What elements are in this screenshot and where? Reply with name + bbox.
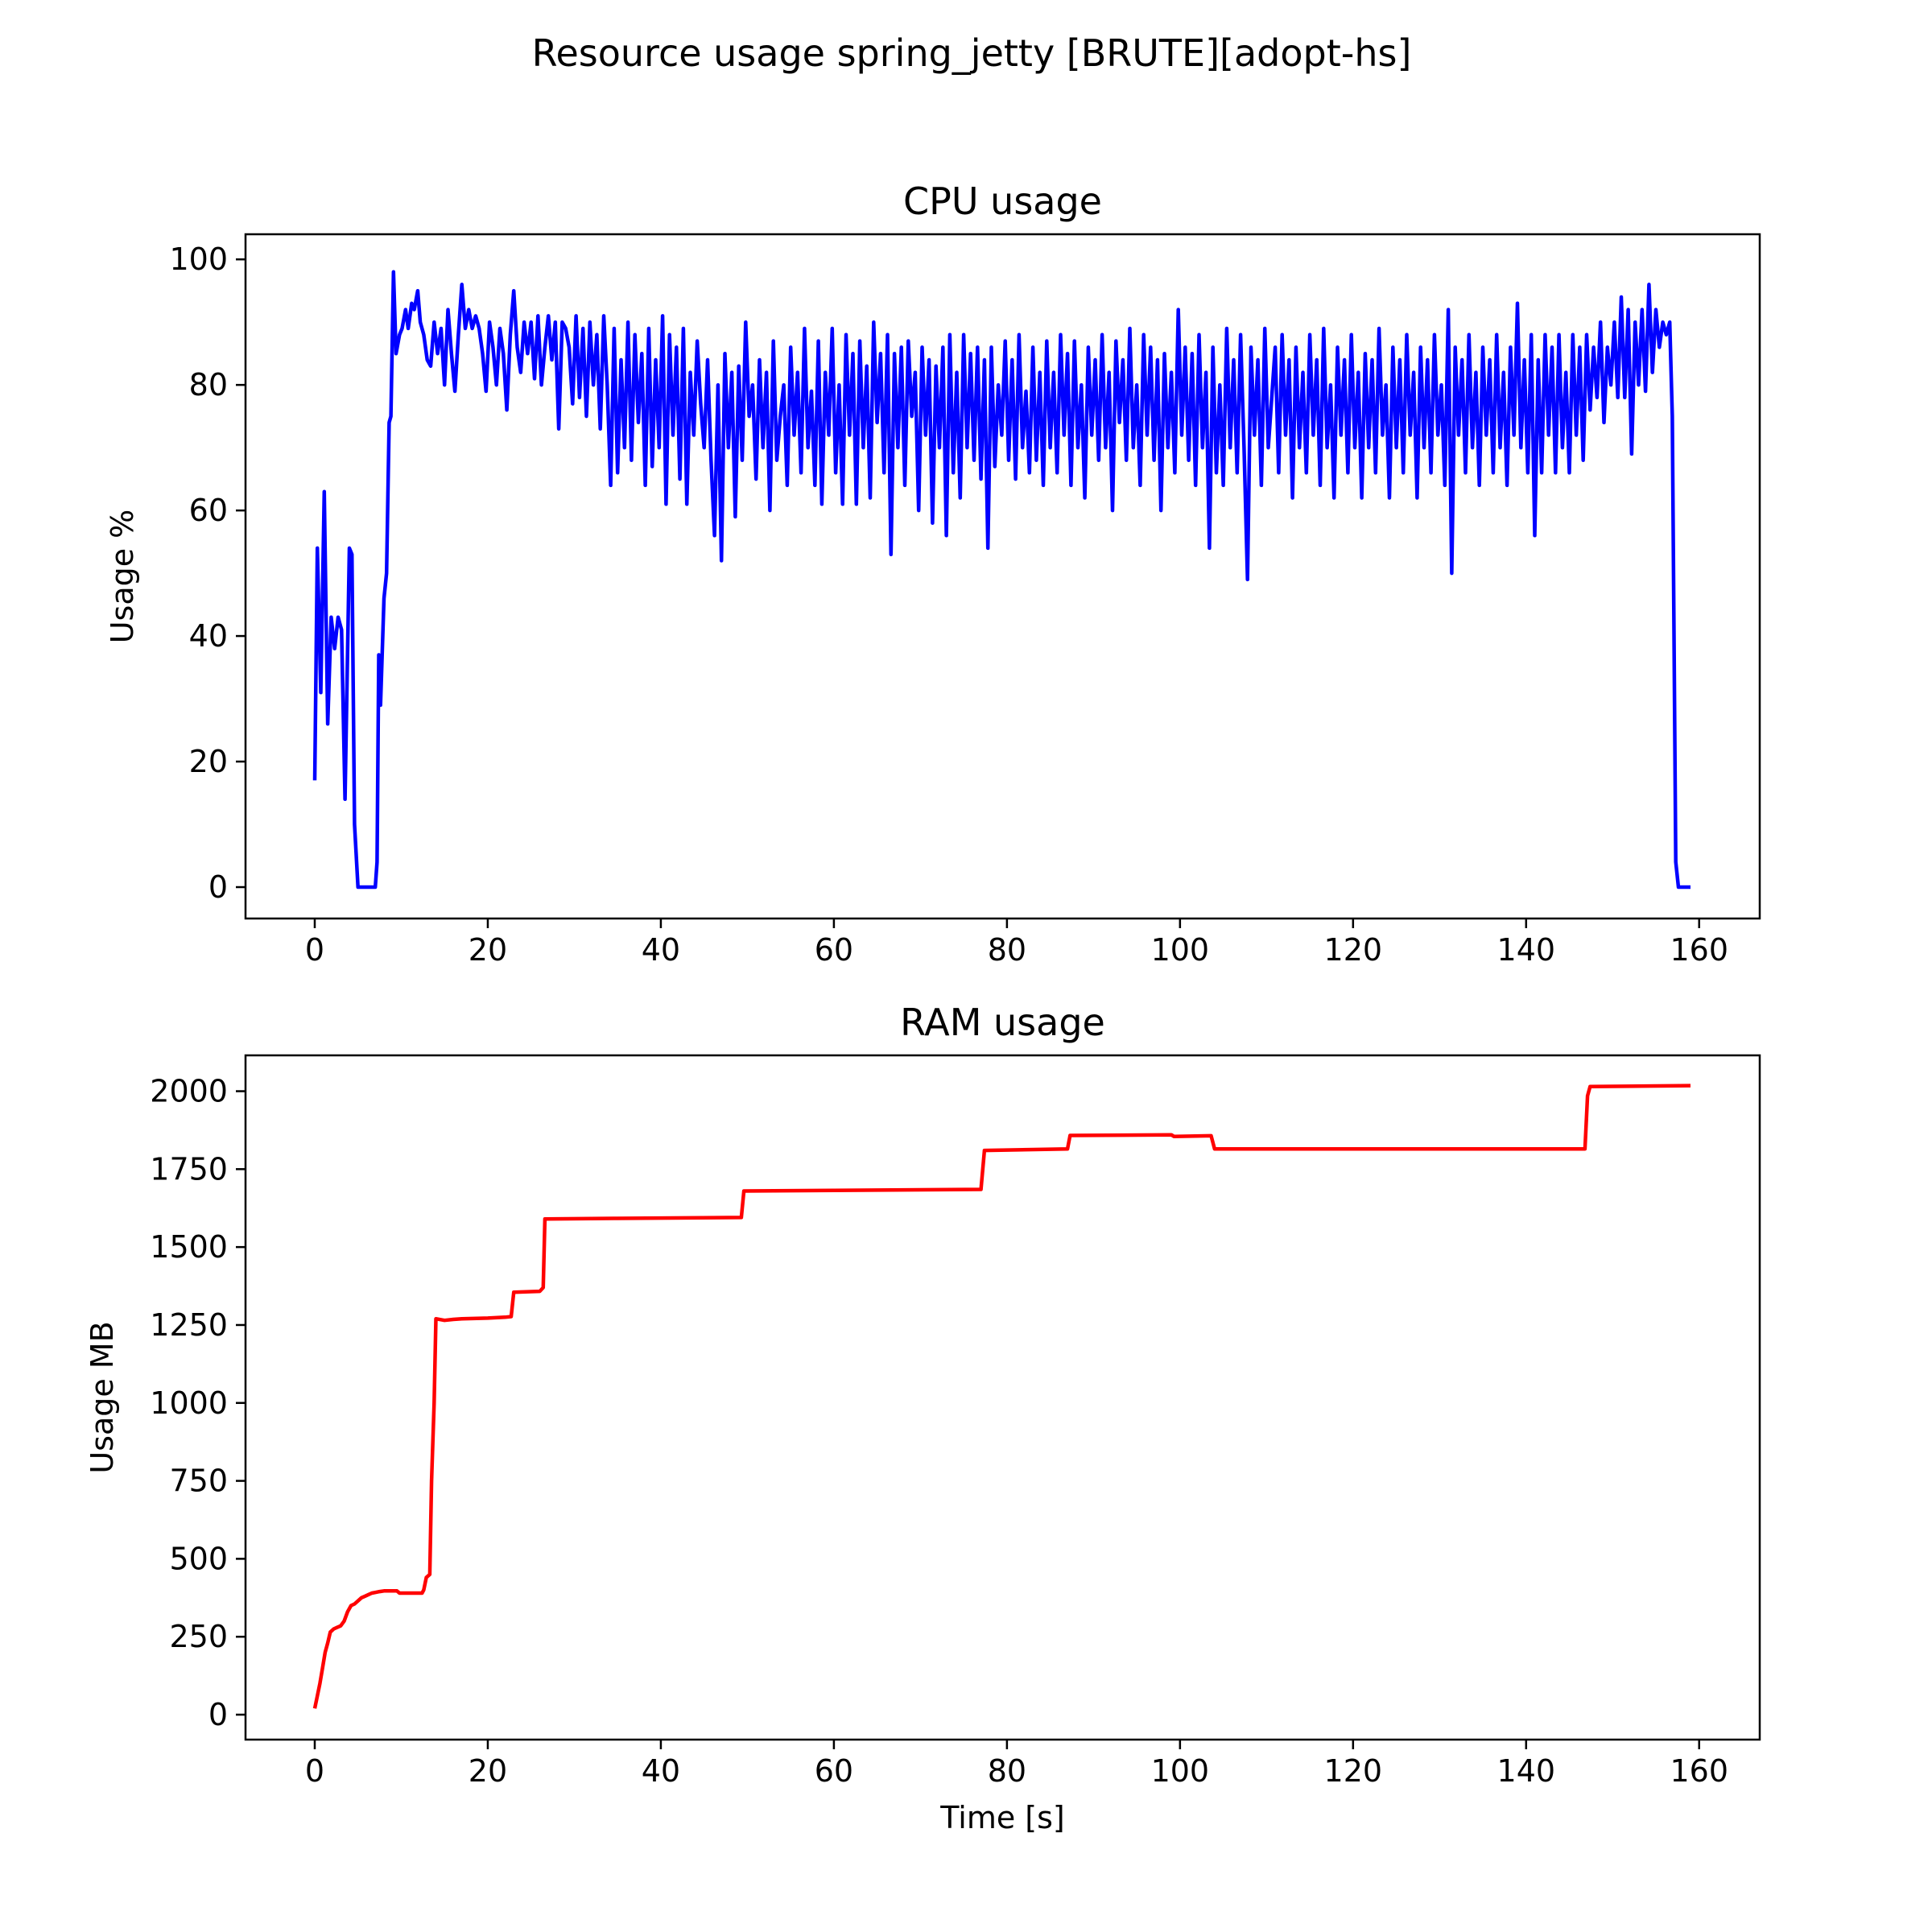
ram-x-tick-label: 80 — [988, 1753, 1026, 1789]
ram-x-tick-label: 20 — [469, 1753, 507, 1789]
ram-y-axis-label: Usage MB — [85, 1321, 120, 1473]
cpu-x-tick-label: 40 — [642, 932, 680, 968]
cpu-x-tick-label: 120 — [1324, 932, 1383, 968]
cpu-y-axis-label: Usage % — [105, 510, 140, 644]
cpu-x-tick-label: 140 — [1497, 932, 1556, 968]
ram-y-tick-label: 0 — [208, 1697, 228, 1732]
ram-series-line — [312, 1084, 1691, 1709]
ram-chart-title: RAM usage — [900, 1001, 1105, 1044]
ram-y-tick-label: 1250 — [150, 1307, 228, 1343]
cpu-y-tick-label: 0 — [208, 869, 228, 905]
cpu-chart: 0 20 40 60 80 100 120 140 160 0 20 40 60 80 100 CPU usa… — [105, 180, 1761, 968]
cpu-series-line — [312, 270, 1690, 890]
ram-x-tick-label: 40 — [642, 1753, 680, 1789]
ram-y-tick-label: 2000 — [150, 1074, 228, 1109]
ram-x-tick-label: 160 — [1670, 1753, 1728, 1789]
cpu-chart-title: CPU usage — [903, 180, 1102, 223]
ram-x-tick-label: 120 — [1324, 1753, 1383, 1789]
cpu-plot-frame — [244, 233, 1761, 920]
cpu-y-tick-label: 60 — [189, 493, 228, 528]
cpu-y-tick-label: 40 — [189, 618, 228, 654]
ram-x-tick-label: 0 — [305, 1753, 324, 1789]
cpu-x-tick-label: 0 — [305, 932, 324, 968]
cpu-x-tick-label: 80 — [988, 932, 1026, 968]
cpu-y-tick-label: 100 — [169, 242, 228, 277]
ram-x-tick-label: 140 — [1497, 1753, 1556, 1789]
cpu-y-tick-label: 80 — [189, 367, 228, 402]
ram-y-tick-label: 1000 — [150, 1385, 228, 1421]
cpu-x-tick-label: 100 — [1151, 932, 1210, 968]
ram-y-tick-label: 250 — [169, 1619, 228, 1654]
ram-y-tick-label: 750 — [169, 1463, 228, 1499]
ram-y-tick-label: 1500 — [150, 1229, 228, 1265]
ram-chart: 0 20 40 60 80 100 120 140 160 0 250 500 750 1000 1250 1… — [85, 1001, 1761, 1835]
cpu-y-tick-label: 20 — [189, 744, 228, 779]
ram-plot-frame — [244, 1054, 1761, 1741]
ram-y-tick-label: 500 — [169, 1541, 228, 1576]
cpu-x-tick-label: 60 — [815, 932, 853, 968]
ram-x-tick-label: 100 — [1151, 1753, 1210, 1789]
ram-x-axis-label: Time [s] — [939, 1800, 1065, 1835]
cpu-x-tick-label: 20 — [469, 932, 507, 968]
ram-y-tick-label: 1750 — [150, 1151, 228, 1187]
ram-x-tick-label: 60 — [815, 1753, 853, 1789]
cpu-x-tick-label: 160 — [1670, 932, 1728, 968]
figure-title: Resource usage spring_jetty [BRUTE][adop… — [532, 31, 1412, 75]
